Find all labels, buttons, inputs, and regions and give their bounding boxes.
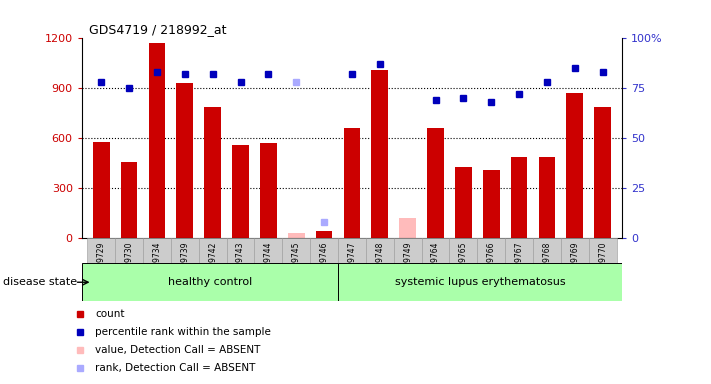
Bar: [400, 218, 416, 238]
Bar: [567, 93, 583, 238]
Bar: [483, 170, 500, 238]
Text: GSM349734: GSM349734: [152, 241, 161, 288]
Bar: [282, 238, 310, 276]
Text: GSM349770: GSM349770: [598, 241, 607, 288]
Bar: [260, 143, 277, 238]
Bar: [227, 238, 255, 276]
Text: GSM349766: GSM349766: [487, 241, 496, 288]
Bar: [533, 238, 561, 276]
Text: GSM349767: GSM349767: [515, 241, 523, 288]
Text: GSM349764: GSM349764: [431, 241, 440, 288]
Text: GSM349745: GSM349745: [292, 241, 301, 288]
Bar: [204, 107, 221, 238]
Bar: [449, 238, 477, 276]
Text: GSM349749: GSM349749: [403, 241, 412, 288]
Text: GSM349746: GSM349746: [319, 241, 328, 288]
Bar: [316, 232, 333, 238]
Text: GSM349742: GSM349742: [208, 241, 217, 288]
Bar: [149, 43, 166, 238]
Bar: [371, 70, 388, 238]
Bar: [121, 162, 137, 238]
Text: GSM349729: GSM349729: [97, 241, 106, 288]
Bar: [310, 238, 338, 276]
Bar: [176, 83, 193, 238]
Text: count: count: [95, 310, 124, 319]
Text: GSM349739: GSM349739: [181, 241, 189, 288]
Text: GSM349730: GSM349730: [124, 241, 134, 288]
Bar: [510, 157, 528, 238]
Text: GDS4719 / 218992_at: GDS4719 / 218992_at: [89, 23, 226, 36]
Bar: [82, 263, 338, 301]
Bar: [87, 238, 115, 276]
Text: GSM349748: GSM349748: [375, 241, 385, 288]
Bar: [338, 238, 366, 276]
Bar: [366, 238, 394, 276]
Bar: [455, 167, 471, 238]
Bar: [427, 128, 444, 238]
Text: GSM349744: GSM349744: [264, 241, 273, 288]
Bar: [538, 157, 555, 238]
Bar: [343, 128, 360, 238]
Bar: [93, 142, 109, 238]
Bar: [589, 238, 616, 276]
Bar: [561, 238, 589, 276]
Bar: [422, 238, 449, 276]
Bar: [199, 238, 227, 276]
Text: value, Detection Call = ABSENT: value, Detection Call = ABSENT: [95, 345, 261, 355]
Text: rank, Detection Call = ABSENT: rank, Detection Call = ABSENT: [95, 363, 256, 373]
Bar: [232, 145, 249, 238]
Bar: [477, 238, 505, 276]
Bar: [505, 238, 533, 276]
Text: percentile rank within the sample: percentile rank within the sample: [95, 327, 271, 337]
Text: GSM349747: GSM349747: [348, 241, 356, 288]
Text: GSM349765: GSM349765: [459, 241, 468, 288]
Bar: [171, 238, 199, 276]
Bar: [594, 107, 611, 238]
Bar: [115, 238, 143, 276]
Bar: [288, 233, 304, 238]
Text: systemic lupus erythematosus: systemic lupus erythematosus: [395, 277, 565, 287]
Bar: [394, 238, 422, 276]
Text: GSM349768: GSM349768: [542, 241, 552, 288]
Text: GSM349769: GSM349769: [570, 241, 579, 288]
Text: healthy control: healthy control: [168, 277, 252, 287]
Bar: [255, 238, 282, 276]
Text: disease state: disease state: [4, 277, 77, 287]
Bar: [338, 263, 622, 301]
Text: GSM349743: GSM349743: [236, 241, 245, 288]
Bar: [143, 238, 171, 276]
